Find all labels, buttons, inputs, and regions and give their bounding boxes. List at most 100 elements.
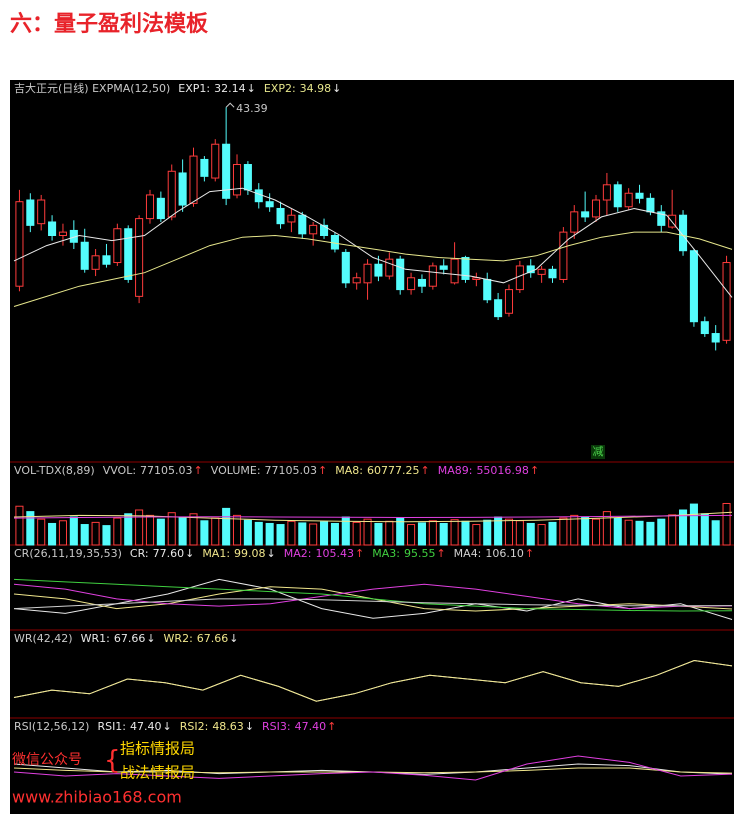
candle-body [156, 197, 165, 220]
candle-body [668, 214, 677, 228]
volume-bar [483, 519, 492, 546]
candle-body [689, 250, 698, 323]
volume-bar [700, 513, 709, 546]
readout-value: 48.63 [212, 720, 244, 733]
candle-body [15, 201, 24, 287]
readout-arrow: ↓ [185, 547, 194, 560]
candle-body [320, 224, 329, 237]
volume-bar [211, 517, 220, 546]
candle-body [472, 277, 481, 280]
readout-name: WR2: [164, 632, 193, 645]
readout-arrow: ↑ [194, 464, 203, 477]
volume-bar [461, 520, 470, 546]
candle-body [700, 321, 709, 335]
volume-bar [91, 521, 100, 546]
candle-body [646, 197, 655, 213]
candle-body [80, 241, 89, 270]
volume-bar [352, 521, 361, 546]
volume-bar [602, 511, 611, 546]
candle-body [287, 214, 296, 223]
volume-bar [722, 502, 731, 546]
volume-bar [613, 517, 622, 546]
candle-body [417, 278, 426, 287]
volume-bar [526, 522, 535, 546]
candle-body [679, 214, 688, 252]
volume-bar [15, 505, 24, 546]
readout-name: RSI1: [97, 720, 126, 733]
chart-background [10, 80, 734, 814]
candle-body [461, 256, 470, 280]
volume-bar [624, 519, 633, 546]
candle-body [711, 333, 720, 343]
volume-bar [646, 521, 655, 546]
readout-arrow: ↑ [421, 464, 430, 477]
indicator-line [13, 511, 733, 523]
readout-arrow: ↑ [327, 720, 336, 733]
readout-value: 99.08 [234, 547, 266, 560]
panel-title: VOL-TDX(8,89) [14, 464, 95, 477]
volume-bar [222, 507, 231, 546]
readout-value: 60777.25 [367, 464, 420, 477]
readout-arrow: ↓ [245, 720, 254, 733]
candle-body [428, 265, 437, 287]
candle-body [624, 192, 633, 208]
indicator-line [13, 514, 733, 519]
panel-title: RSI(12,56,12) [14, 720, 89, 733]
watermark-line: 指标情报局 [120, 740, 195, 758]
readout-arrow: ↑ [530, 464, 539, 477]
readout-arrow: ↑ [318, 464, 327, 477]
candle-body [298, 214, 307, 235]
watermark-line: 战法情报局 [120, 764, 195, 782]
volume-bar [276, 524, 285, 546]
candle-body [591, 199, 601, 218]
candle-body [363, 263, 372, 284]
volume-bar [385, 520, 394, 546]
volume-bar [232, 514, 242, 546]
readout-name: VOLUME: [211, 464, 261, 477]
volume-bar [58, 520, 67, 546]
panel-title: CR(26,11,19,35,53) [14, 547, 122, 560]
candle-body [189, 155, 198, 204]
readout-value: 47.40 [130, 720, 162, 733]
panel-title: WR(42,42) [14, 632, 73, 645]
readout-name: WR1: [81, 632, 110, 645]
panel-header: CR(26,11,19,35,53) CR: 77.60↓ MA1: 99.08↓ MA2… [14, 547, 534, 560]
readout-arrow: ↑ [436, 547, 445, 560]
candle-body [450, 258, 459, 284]
candle-body [722, 262, 731, 341]
high-pointer [225, 102, 235, 108]
volume-bar [591, 518, 601, 546]
readout-name: MA2: [284, 547, 312, 560]
candle-body [48, 221, 57, 237]
candle-body [91, 255, 100, 270]
candle-body [657, 211, 666, 226]
volume-bar [374, 522, 383, 546]
volume-bar [124, 513, 133, 546]
volume-bar [363, 518, 372, 546]
volume-bar [265, 522, 274, 546]
volume-bar [472, 524, 481, 546]
volume-bar [711, 520, 720, 546]
volume-bar [407, 524, 416, 546]
high-label: 43.39 [236, 102, 267, 115]
readout-arrow: ↑ [355, 547, 364, 560]
readout-arrow: ↑ [525, 547, 534, 560]
candle-body [613, 184, 622, 208]
volume-bar [537, 524, 546, 546]
volume-bar [37, 518, 46, 546]
candle-body [483, 278, 492, 301]
marker: 减 [593, 445, 604, 458]
candle-body [37, 199, 46, 225]
volume-bar [135, 509, 144, 546]
indicator-line [13, 583, 733, 610]
volume-bar [189, 513, 198, 546]
readout-arrow: ↓ [267, 547, 276, 560]
volume-bar [439, 522, 448, 546]
panel-header: WR(42,42) WR1: 67.66↓ WR2: 67.66↓ [14, 632, 239, 645]
volume-bar [69, 516, 78, 546]
marker-box [591, 445, 605, 459]
candle-body [635, 192, 644, 199]
